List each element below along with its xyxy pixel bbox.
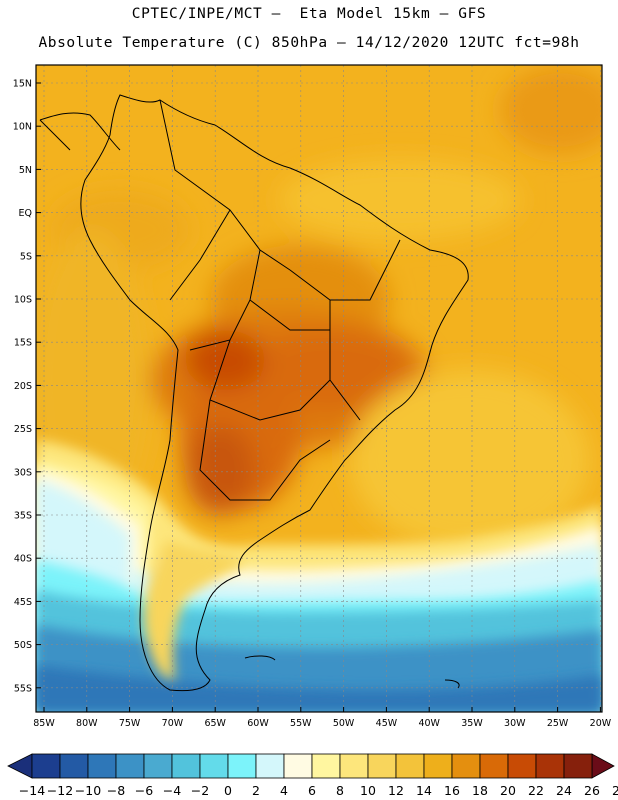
colorbar-swatch <box>395 753 425 779</box>
colorbar-label: 26 <box>584 783 600 798</box>
lat-label: 5S <box>20 251 32 262</box>
colorbar: −14 −12 −10 −8 −6 −4 −2 0 2 4 6 8 10 12 14 16 18 20 22 24 26… <box>7 753 618 798</box>
lat-label: 45S <box>14 597 32 608</box>
colorbar-swatch <box>59 753 89 779</box>
colorbar-swatch <box>311 753 341 779</box>
lat-label: 50S <box>14 640 32 651</box>
colorbar-label: −4 <box>163 783 181 798</box>
colorbar-swatch <box>535 753 565 779</box>
lon-label: 35W <box>461 718 483 729</box>
lat-label: 40S <box>14 554 32 565</box>
colorbar-label: −2 <box>191 783 209 798</box>
coastlines <box>39 94 469 692</box>
colorbar-label: −10 <box>75 783 101 798</box>
map-subtitle: Absolute Temperature (C) 850hPa – 14/12/… <box>38 35 580 51</box>
colorbar-swatch <box>87 753 117 779</box>
colorbar-label: −8 <box>107 783 125 798</box>
colorbar-swatch <box>31 753 61 779</box>
lat-lon-grid <box>36 65 602 712</box>
lon-label: 50W <box>333 718 355 729</box>
lon-label: 70W <box>162 718 184 729</box>
lon-label: 75W <box>119 718 141 729</box>
colorbar-label: −6 <box>135 783 153 798</box>
colorbar-label: 16 <box>444 783 460 798</box>
lon-label: 60W <box>247 718 269 729</box>
latitude-labels: 15N 10N 5N EQ 5S 10S 15S 20S 25S 30S 35S 40S 45S 50S 5… <box>13 79 41 694</box>
colorbar-swatch <box>479 753 509 779</box>
colorbar-swatch <box>227 753 257 779</box>
colorbar-label: 18 <box>472 783 488 798</box>
lat-label: 5N <box>19 165 32 176</box>
lat-label: 30S <box>14 467 32 478</box>
colorbar-label: 0 <box>224 783 232 798</box>
lon-label: 45W <box>376 718 398 729</box>
colorbar-swatch <box>143 753 173 779</box>
lon-label: 55W <box>290 718 312 729</box>
lon-label: 65W <box>204 718 226 729</box>
colorbar-label: 6 <box>308 783 316 798</box>
lat-label: EQ <box>19 208 32 219</box>
colorbar-swatch <box>339 753 369 779</box>
colorbar-swatch <box>171 753 201 779</box>
colorbar-swatch <box>283 753 313 779</box>
colorbar-swatch <box>451 753 481 779</box>
lat-label: 55S <box>14 683 32 694</box>
lon-label: 85W <box>33 718 55 729</box>
lat-label: 15S <box>14 338 32 349</box>
colorbar-label: 8 <box>336 783 344 798</box>
colorbar-label: 10 <box>360 783 376 798</box>
lat-label: 25S <box>14 424 32 435</box>
colorbar-label: 24 <box>556 783 572 798</box>
colorbar-label: 14 <box>416 783 432 798</box>
lon-label: 40W <box>418 718 440 729</box>
colorbar-swatch <box>507 753 537 779</box>
colorbar-label: −12 <box>47 783 73 798</box>
colorbar-label: −14 <box>19 783 45 798</box>
map-title: CPTEC/INPE/MCT – Eta Model 15km – GFS <box>131 6 487 22</box>
longitude-labels: 85W 80W 75W 70W 65W 60W 55W 50W 45W 40W 35W 30W 25W 2… <box>33 707 612 729</box>
colorbar-label: 12 <box>388 783 404 798</box>
colorbar-swatch <box>423 753 453 779</box>
temperature-field <box>36 65 602 712</box>
colorbar-swatch <box>199 753 229 779</box>
colorbar-swatch <box>115 753 145 779</box>
colorbar-label: 2 <box>252 783 260 798</box>
lon-label: 30W <box>504 718 526 729</box>
lon-label: 80W <box>76 718 98 729</box>
lat-label: 35S <box>14 511 32 522</box>
colorbar-swatch <box>255 753 285 779</box>
map-frame <box>35 64 603 713</box>
lat-label: 10N <box>13 122 32 133</box>
colorbar-swatch <box>367 753 397 779</box>
colorbar-swatch <box>563 753 593 779</box>
lat-label: 10S <box>14 295 32 306</box>
colorbar-label: 22 <box>528 783 544 798</box>
lon-label: 20W <box>590 718 612 729</box>
colorbar-label: 4 <box>280 783 288 798</box>
colorbar-under-arrow <box>7 753 33 779</box>
lat-label: 20S <box>14 381 32 392</box>
colorbar-label: 28 <box>612 783 618 798</box>
lon-label: 25W <box>547 718 569 729</box>
colorbar-label: 20 <box>500 783 516 798</box>
colorbar-over-arrow <box>591 753 615 779</box>
lat-label: 15N <box>13 79 32 90</box>
